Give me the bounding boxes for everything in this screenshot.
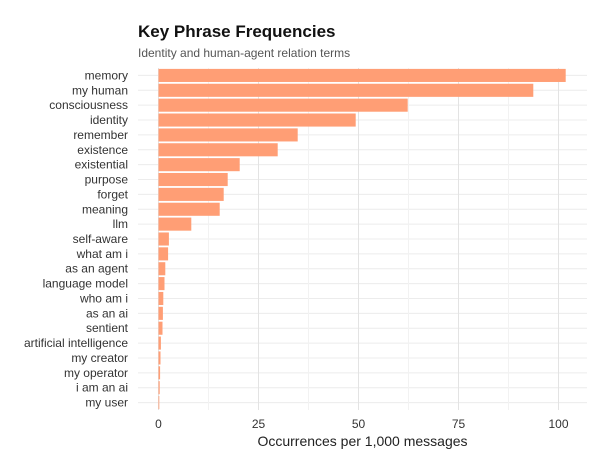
x-tick-label: 50 bbox=[352, 417, 366, 431]
bars bbox=[158, 68, 566, 410]
bar bbox=[158, 351, 161, 365]
bar bbox=[158, 306, 163, 320]
y-tick-label: identity bbox=[90, 113, 128, 127]
bar bbox=[158, 262, 166, 276]
y-tick-label: self-aware bbox=[73, 232, 129, 246]
y-tick-label: my operator bbox=[64, 366, 128, 380]
y-tick-label: artificial intelligence bbox=[24, 336, 128, 350]
bar bbox=[158, 277, 165, 291]
bar bbox=[158, 381, 160, 395]
bar bbox=[158, 113, 356, 127]
y-tick-label: my user bbox=[85, 396, 128, 410]
x-tick-label: 100 bbox=[548, 417, 568, 431]
y-tick-label: my creator bbox=[71, 351, 128, 365]
bar bbox=[158, 321, 163, 335]
x-tick-label: 75 bbox=[452, 417, 466, 431]
bar bbox=[158, 143, 278, 157]
y-tick-label: memory bbox=[85, 68, 128, 82]
x-tick-label: 0 bbox=[155, 417, 162, 431]
bar bbox=[158, 232, 169, 246]
x-tick-labels: 0 25 50 75 100 bbox=[155, 417, 569, 431]
bar bbox=[158, 172, 228, 187]
bar bbox=[158, 202, 220, 216]
chart-subtitle: Identity and human-agent relation terms bbox=[138, 46, 351, 60]
y-tick-label: existence bbox=[77, 143, 128, 157]
y-tick-label: sentient bbox=[86, 321, 129, 335]
y-tick-label: meaning bbox=[82, 202, 128, 216]
y-tick-label: who am i bbox=[79, 291, 128, 305]
bar bbox=[158, 68, 566, 82]
y-tick-label: forget bbox=[97, 187, 128, 201]
y-tick-label: purpose bbox=[85, 173, 129, 187]
y-tick-label: as an ai bbox=[86, 306, 128, 320]
bar bbox=[158, 217, 192, 231]
y-tick-label: remember bbox=[73, 128, 128, 142]
bar bbox=[158, 336, 161, 350]
chart-title: Key Phrase Frequencies bbox=[138, 22, 336, 41]
x-axis-label: Occurrences per 1,000 messages bbox=[257, 433, 467, 449]
bar bbox=[158, 83, 534, 97]
y-tick-label: my human bbox=[72, 83, 128, 97]
y-tick-label: consciousness bbox=[49, 98, 128, 112]
bar bbox=[158, 128, 298, 142]
x-tick-label: 25 bbox=[252, 417, 266, 431]
bar bbox=[158, 247, 169, 261]
y-tick-label: llm bbox=[113, 217, 128, 231]
y-tick-label: existential bbox=[75, 158, 128, 172]
bar bbox=[158, 291, 164, 306]
y-tick-label: what am i bbox=[76, 247, 128, 261]
bar bbox=[158, 366, 161, 380]
y-tick-label: language model bbox=[43, 277, 128, 291]
y-tick-label: as an agent bbox=[65, 262, 128, 276]
bar bbox=[158, 187, 224, 201]
y-tick-label: i am an ai bbox=[76, 381, 128, 395]
bar bbox=[158, 396, 160, 410]
bar bbox=[158, 158, 240, 172]
bar bbox=[158, 98, 408, 112]
